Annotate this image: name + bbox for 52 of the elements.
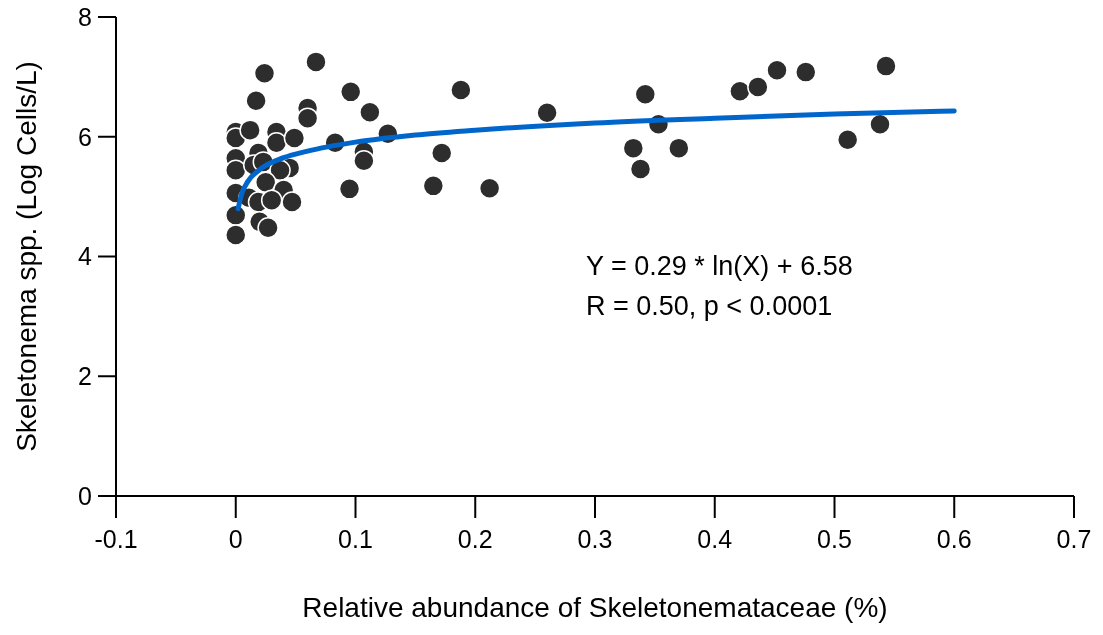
y-tick-label: 6 [78,122,92,151]
point [338,178,361,200]
point [766,59,788,82]
point [430,142,453,164]
point [253,62,276,85]
y-tick-label: 8 [78,2,92,31]
x-tick-label: 0.4 [697,525,733,553]
point [359,101,381,123]
point [281,191,303,213]
point [836,128,859,151]
point [225,159,247,182]
point [668,137,690,159]
point [478,177,501,199]
point [257,217,279,239]
x-tick-label: 0.7 [1056,525,1092,553]
x-tick-label: 0.6 [936,525,972,553]
y-tick-label: 0 [78,481,92,510]
point [283,127,306,149]
point [245,90,267,112]
point [634,83,657,105]
point [339,81,362,103]
point [296,107,319,129]
x-tick-label: -0.1 [94,525,138,553]
point [305,51,327,73]
point [729,80,751,102]
y-tick-label: 2 [78,362,92,390]
point [875,55,897,77]
x-tick-label: 0.5 [817,525,852,553]
point [260,189,283,211]
point [239,119,261,141]
point [869,113,891,135]
point [450,79,472,101]
point [254,171,277,194]
x-tick-label: 0.2 [457,525,493,553]
point [353,149,375,172]
point [536,102,558,124]
point [747,76,769,98]
x-tick-label: 0.1 [338,525,373,553]
y-axis-title: Skeletonema spp. (Log Cells/L) [11,61,42,452]
x-axis-title: Relative abundance of Skeletonemataceae (%) [302,592,888,623]
point [629,158,652,180]
x-tick-label: 0.3 [577,525,613,553]
point [225,204,247,226]
point [265,131,288,154]
point [622,137,645,159]
y-tick-label: 4 [78,242,93,271]
point [422,175,445,197]
point [225,224,247,246]
annotation: Y = 0.29 * ln(X) + 6.58 [586,251,853,281]
annotation: R = 0.50, p < 0.0001 [586,291,833,321]
point [795,61,817,83]
x-tick-label: 0 [228,525,243,553]
